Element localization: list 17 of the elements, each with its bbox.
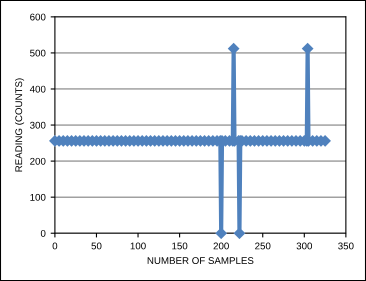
x-tick-label: 350 [338,242,354,250]
x-tick-label: 150 [172,242,188,250]
y-tick-label: 400 [30,86,46,93]
y-tick-label: 0 [40,230,46,237]
x-axis-title: NUMBER OF SAMPLES [148,257,254,264]
y-tick-label: 600 [30,14,46,20]
y-axis-title: READING (COUNTS) [15,78,24,172]
y-tick-label: 500 [30,50,46,57]
x-tick-label: 300 [296,242,312,250]
x-tick-label: 250 [255,242,270,250]
x-tick-label: 100 [130,242,146,250]
y-tick-label: 200 [30,158,46,165]
x-tick-label: 0 [52,242,58,250]
y-tick-label: 300 [30,122,46,129]
y-tick-label: 100 [30,194,46,201]
x-tick-label: 200 [214,242,229,250]
x-tick-label: 50 [91,242,102,250]
